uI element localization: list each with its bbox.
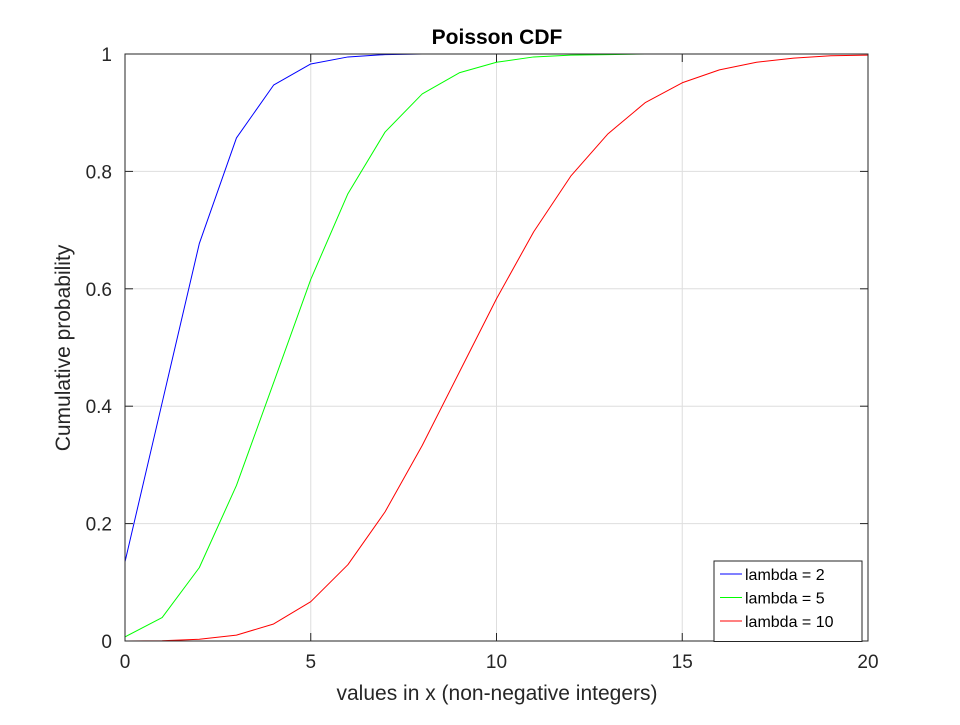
legend-label-2: lambda = 5 [745, 591, 825, 608]
x-tick-label: 0 [120, 652, 131, 673]
chart-title: Poisson CDF [432, 26, 563, 49]
x-tick-label: 15 [672, 652, 693, 673]
x-tick-label: 5 [305, 652, 316, 673]
y-tick-label: 0.8 [86, 162, 112, 183]
x-tick-label: 20 [857, 652, 878, 673]
y-axis-label: Cumulative probability [52, 244, 75, 451]
y-tick-label: 1 [101, 45, 112, 66]
axis-ticks: 0 5 10 15 20 0 0.2 0.4 0.6 0.8 1 [86, 45, 879, 673]
x-axis-label: values in x (non-negative integers) [336, 682, 657, 705]
grid-lines [125, 54, 868, 641]
y-tick-label: 0 [101, 632, 112, 653]
legend: lambda = 2 lambda = 5 lambda = 10 [713, 560, 863, 642]
y-tick-label: 0.2 [86, 515, 112, 536]
legend-label-1: lambda = 2 [745, 567, 825, 584]
y-tick-label: 0.6 [86, 280, 112, 301]
series-line-3 [124, 54, 869, 642]
x-tick-label: 10 [486, 652, 507, 673]
y-tick-label: 0.4 [86, 397, 113, 418]
legend-label-3: lambda = 10 [745, 614, 834, 631]
